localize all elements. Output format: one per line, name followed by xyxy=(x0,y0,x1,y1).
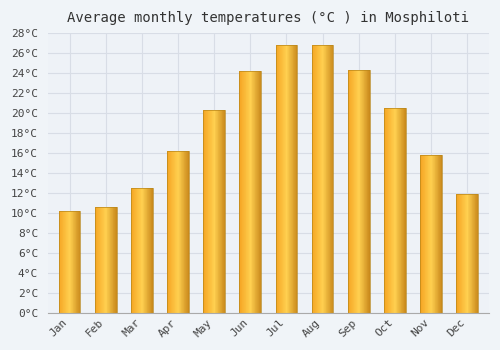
Title: Average monthly temperatures (°C ) in Mosphiloti: Average monthly temperatures (°C ) in Mo… xyxy=(68,11,469,25)
Bar xyxy=(456,194,478,313)
Bar xyxy=(131,188,152,313)
Bar xyxy=(312,45,334,313)
Bar xyxy=(384,108,406,313)
Bar xyxy=(58,211,80,313)
Bar xyxy=(204,110,225,313)
Bar xyxy=(167,151,189,313)
Bar xyxy=(95,207,116,313)
Bar xyxy=(420,155,442,313)
Bar xyxy=(276,45,297,313)
Bar xyxy=(240,71,261,313)
Bar xyxy=(348,70,370,313)
